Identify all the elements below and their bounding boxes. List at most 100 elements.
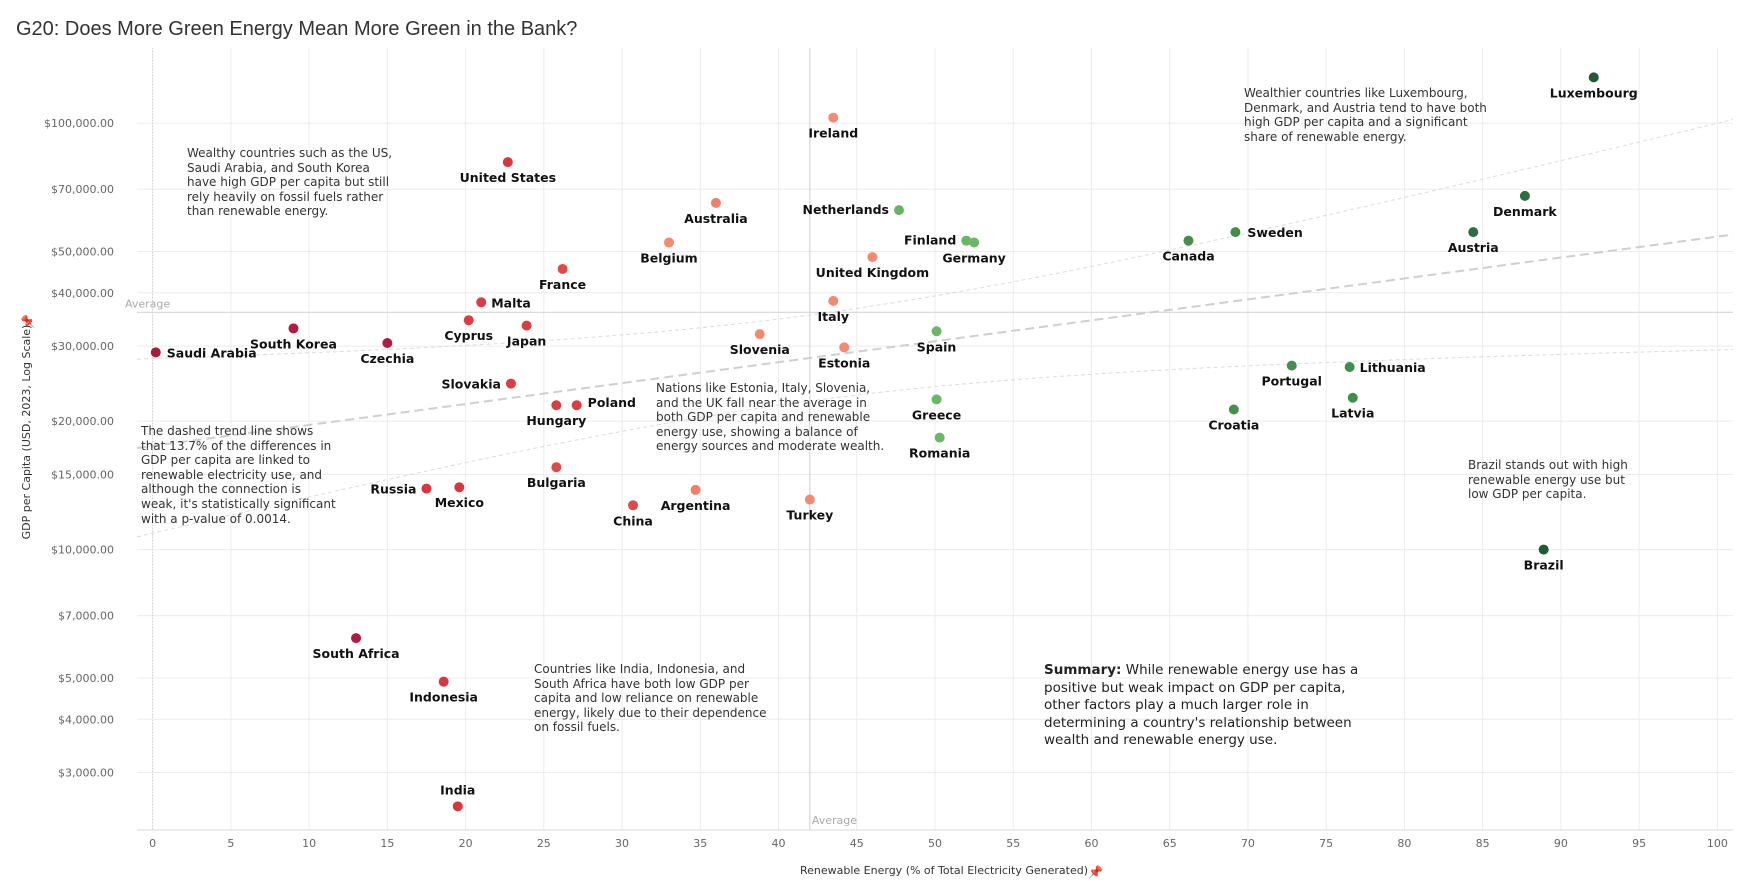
x-tick-label: 30 bbox=[615, 837, 629, 850]
trend-line-fit bbox=[136, 233, 1734, 449]
x-tick-label: 90 bbox=[1554, 837, 1568, 850]
data-point[interactable] bbox=[934, 432, 945, 443]
data-point[interactable] bbox=[828, 112, 839, 123]
x-tick-label: 40 bbox=[772, 837, 786, 850]
data-point[interactable] bbox=[1588, 72, 1599, 83]
data-point[interactable] bbox=[1286, 360, 1297, 371]
x-tick-label: 15 bbox=[380, 837, 394, 850]
x-tick-label: 10 bbox=[302, 837, 316, 850]
point-label: Greece bbox=[912, 407, 961, 422]
data-point[interactable] bbox=[288, 323, 299, 334]
data-point[interactable] bbox=[150, 347, 161, 358]
point-label: Estonia bbox=[818, 355, 870, 370]
data-point[interactable] bbox=[828, 295, 839, 306]
point-label: Japan bbox=[506, 334, 546, 349]
data-point[interactable] bbox=[505, 378, 516, 389]
point-label: Czechia bbox=[360, 351, 414, 366]
x-tick-label: 55 bbox=[1006, 837, 1020, 850]
point-label: Latvia bbox=[1331, 406, 1374, 421]
x-tick-label: 35 bbox=[693, 837, 707, 850]
x-tick-label: 85 bbox=[1476, 837, 1490, 850]
point-label: Canada bbox=[1162, 249, 1214, 264]
x-tick-label: 75 bbox=[1319, 837, 1333, 850]
x-tick-label: 20 bbox=[459, 837, 473, 850]
data-point[interactable] bbox=[628, 500, 639, 511]
point-label: Slovakia bbox=[441, 377, 501, 392]
x-tick-label: 100 bbox=[1707, 837, 1728, 850]
data-point[interactable] bbox=[351, 633, 362, 644]
pin-icon[interactable]: 📌 bbox=[1088, 864, 1103, 879]
x-tick-label: 5 bbox=[227, 837, 234, 850]
point-label: Denmark bbox=[1493, 204, 1557, 219]
y-tick-label: $20,000.00 bbox=[51, 415, 114, 428]
point-label: Bulgaria bbox=[527, 475, 586, 490]
y-tick-label: $100,000.00 bbox=[44, 117, 114, 130]
point-label: Malta bbox=[491, 295, 531, 310]
x-tick-label: 60 bbox=[1084, 837, 1098, 850]
data-point[interactable] bbox=[894, 205, 905, 216]
data-point[interactable] bbox=[1230, 227, 1241, 238]
point-label: United Kingdom bbox=[816, 265, 929, 280]
data-point[interactable] bbox=[961, 235, 972, 246]
data-point[interactable] bbox=[664, 237, 674, 248]
data-point[interactable] bbox=[1347, 392, 1358, 403]
point-label: France bbox=[539, 277, 586, 292]
x-tick-label: 95 bbox=[1632, 837, 1646, 850]
y-tick-label: $5,000.00 bbox=[58, 672, 114, 685]
data-point[interactable] bbox=[867, 252, 878, 263]
data-point[interactable] bbox=[1519, 190, 1530, 201]
data-point[interactable] bbox=[557, 263, 568, 274]
data-point[interactable] bbox=[804, 494, 815, 505]
x-tick-label: 70 bbox=[1241, 837, 1255, 850]
point-label: Turkey bbox=[786, 508, 833, 523]
point-label: Russia bbox=[370, 482, 416, 497]
data-point[interactable] bbox=[551, 400, 562, 411]
data-point[interactable] bbox=[754, 329, 765, 340]
x-tick-label: 45 bbox=[850, 837, 864, 850]
data-point[interactable] bbox=[1183, 235, 1194, 246]
annotation-near-average: Nations like Estonia, Italy, Slovenia, a… bbox=[656, 381, 885, 454]
data-point[interactable] bbox=[931, 394, 942, 405]
data-point[interactable] bbox=[1228, 404, 1239, 415]
data-point[interactable] bbox=[1468, 227, 1479, 238]
data-point[interactable] bbox=[421, 483, 432, 494]
point-label: Germany bbox=[942, 250, 1005, 265]
data-point[interactable] bbox=[382, 338, 393, 349]
point-label: South Africa bbox=[312, 646, 399, 661]
point-labels: Luxembourg Ireland United States Denmark Aus… bbox=[167, 85, 1638, 797]
data-point[interactable] bbox=[571, 400, 582, 411]
point-label: Argentina bbox=[661, 498, 731, 513]
data-point[interactable] bbox=[551, 462, 562, 473]
x-tick-label: 0 bbox=[149, 837, 156, 850]
data-point[interactable] bbox=[1538, 544, 1549, 555]
data-point[interactable] bbox=[502, 157, 513, 168]
point-label: Sweden bbox=[1247, 225, 1302, 240]
point-label: Brazil bbox=[1524, 558, 1564, 573]
data-point[interactable] bbox=[438, 676, 449, 687]
point-label: Hungary bbox=[526, 413, 586, 428]
point-label: Slovenia bbox=[730, 342, 790, 357]
point-label: Portugal bbox=[1262, 374, 1322, 389]
data-point[interactable] bbox=[931, 326, 942, 337]
data-point[interactable] bbox=[710, 197, 721, 208]
pin-icon[interactable]: 📌 bbox=[20, 314, 35, 329]
data-point[interactable] bbox=[452, 801, 463, 812]
annotation-brazil: Brazil stands out with high renewable en… bbox=[1468, 458, 1628, 502]
summary-text: While renewable energy use has a positiv… bbox=[1044, 662, 1359, 748]
data-point[interactable] bbox=[521, 320, 532, 331]
data-point[interactable] bbox=[463, 315, 474, 326]
data-point[interactable] bbox=[839, 342, 850, 353]
point-label: Cyprus bbox=[444, 328, 493, 343]
point-label: Saudi Arabia bbox=[167, 345, 257, 360]
data-point[interactable] bbox=[969, 237, 980, 248]
y-average-label: Average bbox=[125, 297, 170, 310]
data-point[interactable] bbox=[454, 482, 465, 493]
data-point[interactable] bbox=[1344, 361, 1355, 372]
y-tick-label: $70,000.00 bbox=[51, 183, 114, 196]
data-points bbox=[150, 72, 1599, 812]
data-point[interactable] bbox=[690, 484, 701, 495]
data-point[interactable] bbox=[476, 297, 487, 308]
x-tick-label: 80 bbox=[1397, 837, 1411, 850]
point-label: Italy bbox=[818, 309, 850, 324]
